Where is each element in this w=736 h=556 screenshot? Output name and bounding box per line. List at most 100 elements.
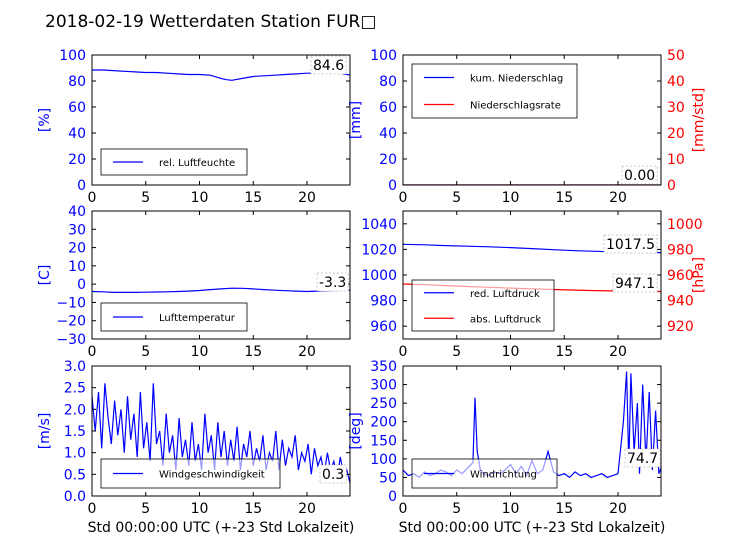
y-tick-label: 100 [59, 48, 86, 64]
y-tick-label: 1040 [361, 217, 397, 233]
y-tick-label: 960 [370, 319, 397, 335]
panel-pressure: 0 5 10 15 20 960 980 1000 1020 1040 920 940 960 980 10… [361, 210, 707, 360]
x-tick-label: 5 [452, 344, 461, 360]
y-right-tick-label: 0 [667, 178, 676, 194]
x-tick-label: 0 [88, 190, 97, 206]
svg-text:947.1: 947.1 [615, 276, 655, 292]
legend: Lufttemperatur [100, 302, 248, 332]
y-tick-label: 80 [68, 74, 86, 90]
y-tick-label: 20 [379, 152, 397, 168]
series-line-wind_speed-0 [92, 383, 350, 484]
x-tick-label: 0 [88, 501, 97, 517]
panel-temperature: 0 5 10 15 20 −30 −20 −10 0 10 20 30 40 [C] Lufttempera… [37, 204, 351, 360]
y-tick-label: −10 [56, 295, 86, 311]
y-tick-label: −20 [56, 314, 86, 330]
y-tick-label: 0 [77, 178, 86, 194]
legend: Windgeschwindigkeit [100, 458, 281, 489]
axes-frame [402, 54, 662, 186]
x-tick-label: 10 [502, 344, 520, 360]
y-right-tick-label: 920 [667, 319, 694, 335]
last-value-annotation: 84.6 [310, 55, 347, 75]
y-tick-label: −30 [56, 332, 86, 348]
last-value-annotation: 0.00 [621, 165, 658, 185]
y-tick-label: 30 [68, 222, 86, 238]
legend-label: Niederschlagsrate [470, 101, 561, 112]
x-tick-label: 10 [502, 190, 520, 206]
y-right-tick-label: 10 [667, 152, 685, 168]
y-tick-label: 10 [68, 259, 86, 275]
y-tick-label: 350 [370, 359, 397, 375]
x-tick-label: 15 [244, 501, 262, 517]
y-axis-label: [m/s] [37, 413, 53, 450]
x-tick-label: 5 [141, 501, 150, 517]
legend-label: Windrichtung [470, 470, 537, 481]
legend: red. Luftdruck abs. Luftdruck [411, 279, 555, 332]
y-axis-label: [deg] [348, 412, 364, 449]
y-tick-label: 60 [68, 100, 86, 116]
y-tick-label: 1000 [361, 268, 397, 284]
y-axis-label: [C] [37, 265, 53, 286]
x-tick-label: 15 [555, 501, 573, 517]
svg-text:1017.5: 1017.5 [606, 237, 655, 253]
y-right-tick-label: 1000 [667, 217, 703, 233]
y-right-tick-label: 940 [667, 294, 694, 310]
legend: rel. Luftfeuchte [100, 148, 248, 176]
x-axis-label: Std 00:00:00 UTC (+-23 Std Lokalzeit) [88, 520, 355, 536]
x-tick-label: 10 [502, 501, 520, 517]
y-tick-label: 50 [379, 470, 397, 486]
y-right-tick-label: 980 [667, 242, 694, 258]
svg-text:0.3: 0.3 [322, 467, 344, 483]
y-tick-label: 1.5 [64, 424, 86, 440]
y-tick-label: 20 [68, 152, 86, 168]
x-tick-label: 20 [298, 344, 316, 360]
y-tick-label: 980 [370, 294, 397, 310]
panel-precipitation: 0 5 10 15 20 0 20 40 60 80 100 0 10 20 30 40 50 [mm] [mm/s… [348, 48, 707, 206]
axes-frame [402, 365, 662, 497]
legend-label: rel. Luftfeuchte [159, 158, 235, 169]
legend-label: abs. Luftdruck [470, 314, 541, 325]
legend-label: red. Luftdruck [470, 289, 540, 300]
y-tick-label: 0 [388, 489, 397, 505]
legend-label: kum. Niederschlag [470, 74, 563, 85]
x-tick-label: 20 [298, 501, 316, 517]
panel-humidity: 0 5 10 15 20 0 20 40 60 80 100 [%] rel. Luftfeuchte 8… [37, 48, 351, 206]
x-tick-label: 15 [244, 190, 262, 206]
svg-text:74.7: 74.7 [627, 451, 658, 467]
y-tick-label: 40 [68, 126, 86, 142]
x-tick-label: 10 [191, 344, 209, 360]
x-tick-label: 20 [609, 344, 627, 360]
x-tick-label: 15 [555, 344, 573, 360]
x-tick-label: 20 [609, 190, 627, 206]
x-tick-label: 5 [452, 501, 461, 517]
x-axis-label: Std 00:00:00 UTC (+-23 Std Lokalzeit) [399, 520, 666, 536]
y-tick-label: 0 [77, 277, 86, 293]
y-tick-label: 0.5 [64, 467, 86, 483]
series-line-humidity-0 [92, 69, 350, 81]
last-value-annotation: -3.3 [316, 272, 349, 292]
last-value-annotation: 0.3 [319, 464, 347, 484]
x-tick-label: 5 [141, 190, 150, 206]
y-right-tick-label: 40 [667, 74, 685, 90]
y-tick-label: 0 [388, 178, 397, 194]
y-tick-label: 100 [370, 48, 397, 64]
y-tick-label: 300 [370, 378, 397, 394]
y-right-tick-label: 30 [667, 100, 685, 116]
svg-text:-3.3: -3.3 [319, 275, 346, 291]
series-line-temperature-0 [92, 287, 350, 293]
y-tick-label: 1.0 [64, 446, 86, 462]
y-tick-label: 80 [379, 74, 397, 90]
x-tick-label: 20 [609, 501, 627, 517]
y-axis-label: [%] [37, 108, 53, 132]
x-tick-label: 20 [298, 190, 316, 206]
y-tick-label: 2.5 [64, 381, 86, 397]
y-tick-label: 60 [379, 100, 397, 116]
legend-label: Windgeschwindigkeit [159, 470, 265, 481]
y-tick-label: 40 [379, 126, 397, 142]
x-tick-label: 5 [452, 190, 461, 206]
x-tick-label: 10 [191, 190, 209, 206]
last-value-annotation: 74.7 [624, 448, 661, 468]
legend: Windrichtung [411, 458, 558, 489]
